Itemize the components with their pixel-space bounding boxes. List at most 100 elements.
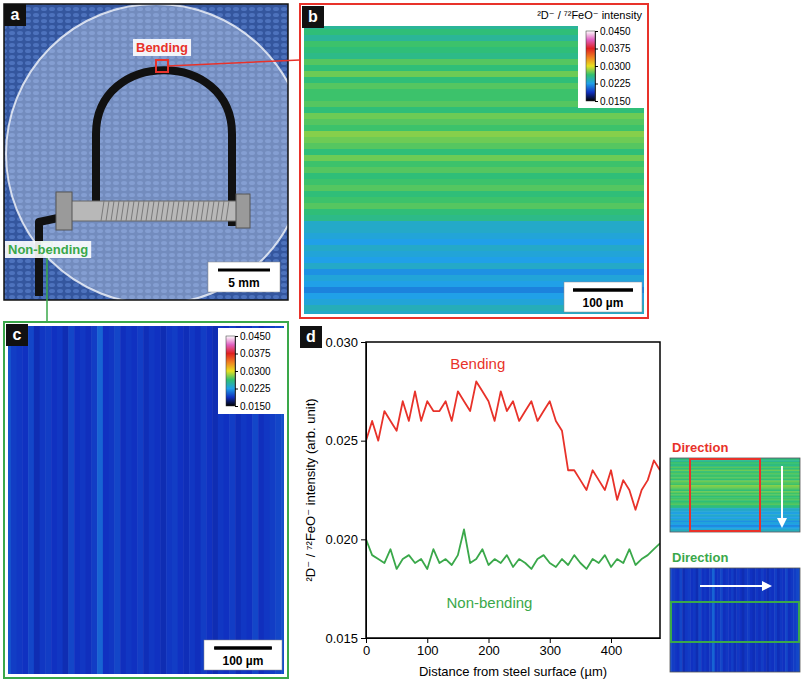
connector-line: [46, 252, 48, 322]
bolt-thread: [186, 201, 189, 221]
map-c: [8, 326, 284, 674]
tick-label: 0.0375: [240, 348, 271, 359]
map-strip: [120, 326, 126, 674]
inset-map: [670, 458, 800, 532]
map-strip: [86, 326, 92, 674]
map-strip: [74, 326, 80, 674]
map-strip: [80, 326, 86, 674]
panel-letter: c: [6, 324, 28, 346]
colorbar-ramp: [586, 31, 595, 101]
bolt-thread: [146, 201, 149, 221]
tick-mark: [235, 389, 238, 390]
map-strip: [304, 251, 644, 258]
tick-mark: [235, 354, 238, 355]
tick: 100: [417, 638, 439, 658]
bolt-thread: [111, 201, 114, 221]
tick: 0.025: [325, 433, 366, 448]
figure: BendingNon-bending5 mma²D⁻ / ⁷²FeO⁻ inte…: [0, 0, 806, 682]
colorbar: 0.01500.02250.03000.03750.0450: [586, 26, 631, 107]
nut: [56, 192, 72, 230]
map-strip: [304, 275, 644, 282]
tick-mark: [595, 31, 598, 32]
map-strip: [51, 326, 57, 674]
panel-letter-box: [300, 326, 322, 348]
panel-letter-box: [4, 4, 26, 26]
map-strip: [137, 326, 143, 674]
series-label: Bending: [450, 355, 505, 372]
map-strip: [8, 326, 11, 674]
tick-label: 0.0300: [240, 366, 271, 377]
scale-bar: 5 mm: [208, 262, 280, 292]
tick-mark: [235, 371, 238, 372]
x-axis-title: Distance from steel surface (µm): [419, 664, 607, 679]
scale-bar: 100 µm: [204, 640, 282, 670]
map-strip: [45, 326, 51, 674]
tick-label: 200: [478, 643, 500, 658]
axis: 0.01500.02250.03000.03750.0450: [595, 26, 631, 107]
map-strip: [183, 326, 189, 674]
map-strip: [304, 203, 644, 210]
panel-letter: b: [302, 6, 324, 28]
bolt-thread: [221, 201, 224, 221]
tick-label: 0.030: [325, 335, 358, 350]
map-strip: [132, 326, 138, 674]
map-strip: [304, 143, 644, 150]
plot-frame: [366, 342, 660, 638]
map-strip: [166, 326, 172, 674]
map-strip: [304, 209, 644, 216]
map-strip: [304, 239, 644, 246]
panel-letter-text: b: [308, 8, 318, 25]
bolt-thread: [116, 201, 119, 221]
tick-label: 0.0150: [600, 96, 631, 107]
map-strip: [40, 326, 46, 674]
bolt-thread: [211, 201, 214, 221]
photo-label: Bending: [136, 40, 188, 55]
axis: 0100200300400: [363, 638, 661, 658]
series-line: [366, 529, 660, 568]
y-axis-title: ²D⁻ / ⁷²FeO⁻ intensity (arb. unit): [303, 398, 318, 581]
tick-label: 0.020: [325, 532, 358, 547]
colorbar-ramp: [226, 336, 235, 406]
bolt-thread: [131, 201, 134, 221]
map-strip: [160, 326, 166, 674]
tick: 200: [478, 638, 500, 658]
map-strip: [304, 269, 644, 276]
bolt: [70, 201, 242, 221]
map-strip: [189, 326, 195, 674]
bolt-thread: [196, 201, 199, 221]
tick: 0.020: [325, 532, 366, 547]
map-strip: [304, 173, 644, 180]
colorbar-title: ²D⁻ / ⁷²FeO⁻ intensity: [537, 9, 642, 21]
scale-bar-line: [218, 269, 270, 272]
map-strip: [304, 221, 644, 228]
tick-label: 100: [417, 643, 439, 658]
panel-frame: [300, 4, 648, 318]
tick-mark: [235, 406, 238, 407]
profile-region: [671, 602, 799, 642]
panel-background: [300, 4, 648, 318]
tick: 0: [363, 638, 370, 658]
series-line: [366, 381, 660, 509]
connector-line: [168, 60, 300, 66]
label-background: [5, 241, 91, 258]
tick: 0.0375: [595, 43, 631, 54]
axis: 0.0150.0200.0250.030: [325, 335, 366, 646]
map-strip: [143, 326, 149, 674]
tick-label: 0: [363, 643, 370, 658]
tick: 0.0300: [235, 366, 271, 377]
direction-arrow: [700, 585, 770, 587]
series-label: Non-bending: [447, 594, 533, 611]
map-strip: [149, 326, 155, 674]
tick-label: 0.0375: [600, 43, 631, 54]
tick: 0.0225: [235, 383, 271, 394]
tick: 0.0225: [595, 78, 631, 89]
map-b: [304, 26, 644, 314]
tick-mark: [595, 101, 598, 102]
bolt-thread: [136, 201, 139, 221]
map-strip: [304, 149, 644, 156]
bolt-thread: [176, 201, 179, 221]
bolt-thread: [101, 201, 104, 221]
bolt-thread: [201, 201, 204, 221]
map-strip: [91, 326, 97, 674]
tick-label: 0.0150: [240, 401, 271, 412]
